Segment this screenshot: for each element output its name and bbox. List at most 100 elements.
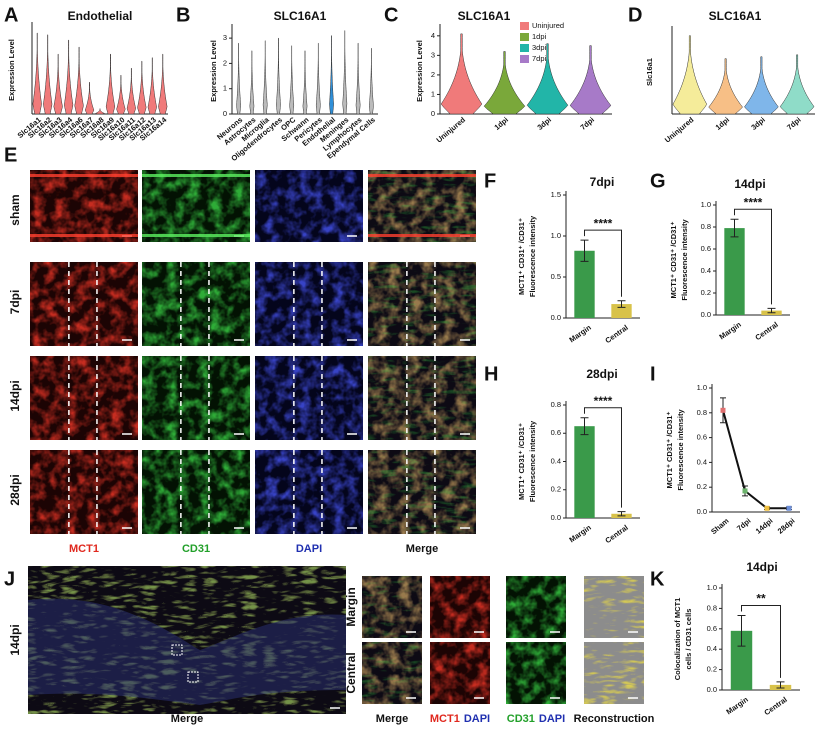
- point: [786, 505, 792, 511]
- significance-bracket: [741, 605, 781, 678]
- micrograph-signal: [255, 170, 363, 242]
- tissue: [28, 598, 346, 705]
- y-tick-label: 1.0: [551, 231, 561, 240]
- legend-swatch: [520, 22, 529, 30]
- micrograph-signal: [255, 356, 363, 440]
- y-tick-label: 0.0: [697, 507, 707, 516]
- violin: [483, 51, 526, 115]
- bar: [574, 250, 595, 318]
- significance-label: **: [756, 592, 766, 606]
- violin: [137, 60, 147, 115]
- column-label-part: CD31: [507, 713, 535, 725]
- micrograph-signal: [368, 356, 476, 440]
- column-label: Merge: [376, 713, 408, 725]
- error-bar: [580, 239, 589, 262]
- y-axis-label: Fluorescence intensity: [528, 420, 537, 502]
- micrograph-signal: [362, 576, 422, 638]
- micrograph-signal: [368, 170, 476, 242]
- y-tick-label: 0.8: [551, 400, 561, 409]
- x-tick-label: Margin: [717, 320, 743, 342]
- y-axis-label: Fluorescence intensity: [676, 409, 685, 491]
- x-tick-label: 7dpi: [785, 115, 803, 132]
- y-tick-label: 0.2: [551, 485, 561, 494]
- violin: [147, 57, 157, 115]
- micrograph-signal: [142, 170, 250, 242]
- violin: [779, 54, 815, 115]
- chart-title: SLC16A1: [709, 9, 762, 23]
- chart-title: Endothelial: [68, 9, 133, 23]
- y-tick-label: 0.8: [697, 408, 707, 417]
- vessel-band: [368, 234, 476, 237]
- line: [722, 410, 789, 510]
- x-tick-label: 1dpi: [492, 115, 510, 132]
- x-tick-label: Margin: [724, 695, 750, 717]
- y-tick-label: 0.4: [551, 456, 561, 465]
- micrograph-signal: [506, 576, 566, 638]
- panel-letter: B: [176, 4, 190, 26]
- legend-label: 1dpi: [532, 32, 547, 41]
- bar: [724, 228, 745, 315]
- x-tick-label: Central: [603, 323, 629, 345]
- y-axis-label: Colocalization of MCT1: [673, 598, 682, 681]
- violin: [569, 45, 612, 115]
- x-tick-label: Central: [753, 320, 779, 342]
- y-tick-label: 0.6: [551, 428, 561, 437]
- vessel-band: [142, 174, 250, 177]
- legend-swatch: [520, 44, 529, 52]
- column-label: Reconstruction: [574, 713, 655, 725]
- row-label: 14dpi: [8, 624, 22, 655]
- y-tick-label: 1.0: [707, 583, 717, 592]
- y-tick-label: 0.8: [707, 603, 717, 612]
- violin: [84, 82, 95, 115]
- legend-swatch: [520, 33, 529, 41]
- micrograph-signal: [430, 576, 490, 638]
- y-tick-label: 3: [431, 50, 435, 59]
- panel-letter: E: [4, 144, 17, 166]
- violin: [355, 42, 361, 115]
- error-bar: [737, 615, 746, 647]
- column-label: MCT1: [69, 543, 99, 555]
- roi-box: [171, 644, 183, 656]
- violin: [105, 53, 116, 115]
- y-tick-label: 3: [223, 33, 227, 42]
- chart-title: SLC16A1: [274, 9, 327, 23]
- violin: [116, 75, 126, 115]
- violin: [302, 50, 308, 115]
- y-tick-label: 1.5: [551, 190, 561, 199]
- y-tick-label: 2: [223, 58, 227, 67]
- violin: [236, 42, 241, 115]
- violin: [672, 35, 708, 115]
- row-label: 28dpi: [8, 474, 22, 505]
- y-tick-label: 0.0: [551, 313, 561, 322]
- x-tick-label: 1dpi: [714, 115, 732, 132]
- panel-letter: H: [484, 363, 498, 385]
- micrograph-signal: [142, 356, 250, 440]
- violin: [369, 47, 374, 115]
- y-tick-label: 0.0: [551, 513, 561, 522]
- micrograph-signal: [368, 262, 476, 346]
- x-tick-label: 7dpi: [735, 516, 753, 533]
- y-axis-label: Expression Level: [415, 40, 424, 102]
- column-label-part: DAPI: [464, 713, 490, 725]
- violin: [53, 53, 63, 115]
- violin: [64, 39, 74, 115]
- micrograph-signal: [255, 450, 363, 534]
- micrograph-signal: [584, 576, 644, 638]
- violin: [329, 35, 334, 115]
- vessel-band: [368, 174, 476, 177]
- y-tick-label: 0.2: [701, 288, 711, 297]
- significance-label: ****: [594, 394, 613, 408]
- y-axis-label: Fluorescence intensity: [528, 215, 537, 297]
- column-label: CD31: [182, 543, 210, 555]
- violin: [74, 46, 84, 115]
- chart-title: 28dpi: [586, 367, 617, 381]
- violin: [744, 56, 779, 115]
- error-bar: [776, 681, 785, 689]
- violin: [526, 43, 569, 115]
- y-axis-label: MCT1⁺ CD31⁺ /CD31⁺: [517, 423, 526, 500]
- violin: [276, 37, 281, 115]
- significance-bracket: [734, 208, 772, 305]
- violin: [708, 58, 743, 115]
- micrograph-signal: [30, 450, 138, 534]
